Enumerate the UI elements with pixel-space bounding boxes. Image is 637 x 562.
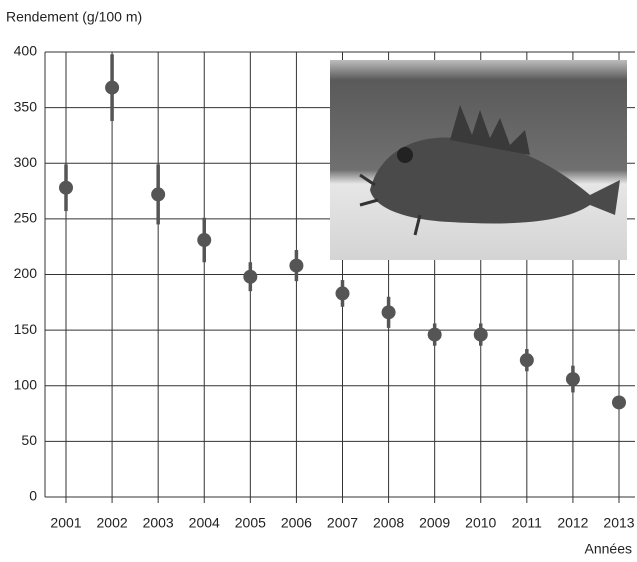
x-tick-label: 2012 bbox=[557, 515, 588, 531]
x-tick-label: 2006 bbox=[281, 515, 312, 531]
y-tick-label: 0 bbox=[29, 488, 37, 504]
x-tick-label: 2004 bbox=[189, 515, 220, 531]
y-tick-label: 400 bbox=[14, 43, 38, 59]
data-point bbox=[197, 233, 212, 248]
y-tick-label: 100 bbox=[14, 376, 38, 392]
y-tick-label: 300 bbox=[14, 154, 38, 170]
x-tick-label: 2007 bbox=[327, 515, 358, 531]
data-point bbox=[612, 395, 626, 410]
y-tick-label: 150 bbox=[14, 321, 38, 337]
x-tick-label: 2011 bbox=[512, 515, 542, 531]
y-tick-label: 50 bbox=[21, 432, 37, 448]
fish-photo bbox=[330, 60, 627, 260]
x-tick-label: 2003 bbox=[143, 515, 174, 531]
y-tick-label: 350 bbox=[14, 98, 38, 114]
x-tick-label: 2013 bbox=[603, 515, 634, 531]
data-point bbox=[473, 327, 488, 342]
x-tick-label: 2008 bbox=[373, 515, 404, 531]
x-tick-label: 2001 bbox=[50, 515, 81, 531]
x-axis-title: Années bbox=[585, 541, 632, 557]
data-point bbox=[335, 286, 350, 301]
data-point bbox=[381, 305, 396, 320]
data-point bbox=[289, 258, 304, 273]
y-tick-label: 200 bbox=[14, 265, 38, 281]
data-point bbox=[59, 180, 73, 195]
data-point bbox=[243, 269, 258, 284]
x-tick-label: 2002 bbox=[97, 515, 128, 531]
data-point bbox=[519, 353, 534, 368]
y-axis-title: Rendement (g/100 m) bbox=[6, 9, 142, 25]
x-tick-label: 2009 bbox=[419, 515, 450, 531]
data-point bbox=[151, 187, 166, 202]
y-tick-label: 250 bbox=[14, 210, 38, 226]
data-point bbox=[565, 372, 580, 387]
x-tick-label: 2005 bbox=[235, 515, 266, 531]
data-point bbox=[427, 327, 442, 342]
x-tick-label: 2010 bbox=[465, 515, 496, 531]
data-point bbox=[105, 80, 120, 95]
